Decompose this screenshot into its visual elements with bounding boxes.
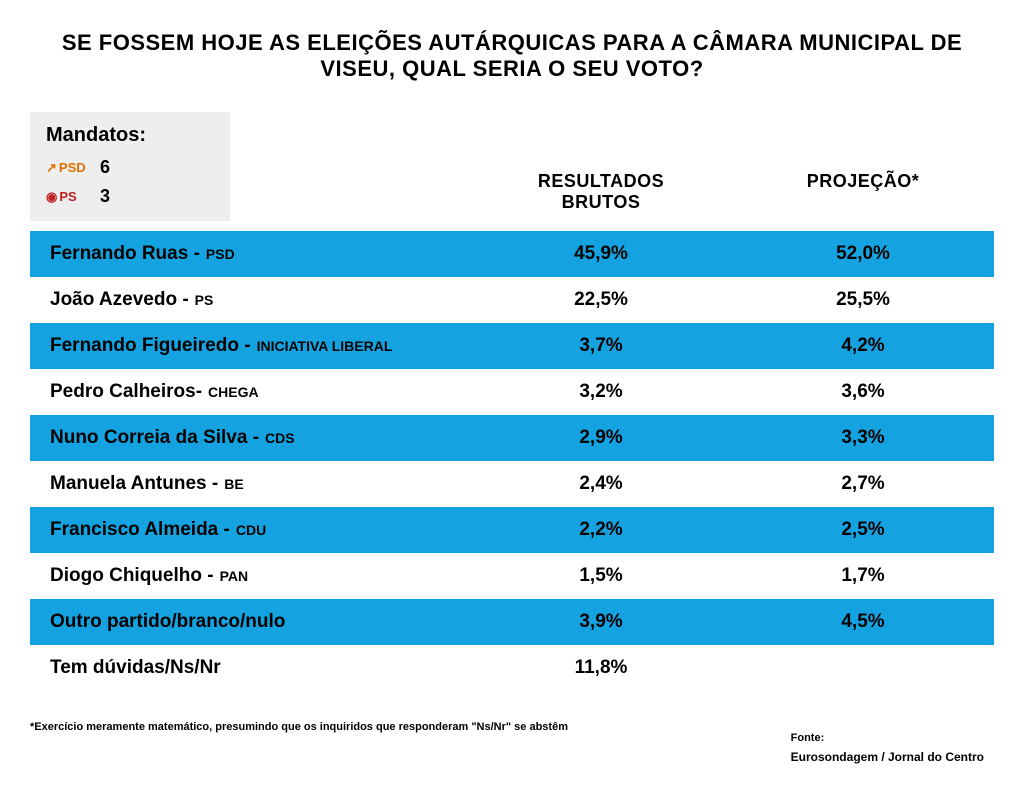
candidate-name: Francisco Almeida - <box>50 519 230 541</box>
candidate-name: Fernando Ruas - <box>50 243 200 265</box>
header-raw-line2: BRUTOS <box>562 192 641 212</box>
candidate-name: Tem dúvidas/Ns/Nr <box>50 657 221 679</box>
candidate-party: BE <box>224 476 243 492</box>
candidate-name: Outro partido/branco/nulo <box>50 611 285 633</box>
raw-value: 2,2% <box>470 519 732 541</box>
table-row: Outro partido/branco/nulo 3,9%4,5% <box>30 599 994 645</box>
raw-value: 3,9% <box>470 611 732 633</box>
raw-value: 22,5% <box>470 289 732 311</box>
proj-value: 4,2% <box>732 335 994 357</box>
candidate-party: INICIATIVA LIBERAL <box>257 338 393 354</box>
proj-value: 1,7% <box>732 565 994 587</box>
candidate-name: Manuela Antunes - <box>50 473 218 495</box>
table-row: Nuno Correia da Silva - CDS2,9%3,3% <box>30 415 994 461</box>
candidate-party: CDS <box>265 430 295 446</box>
proj-value: 2,5% <box>732 519 994 541</box>
table-row: Pedro Calheiros- CHEGA3,2%3,6% <box>30 369 994 415</box>
proj-value: 3,3% <box>732 427 994 449</box>
candidate-party: PS <box>195 292 214 308</box>
candidate-name-cell: Pedro Calheiros- CHEGA <box>30 381 470 403</box>
header-proj: PROJEÇÃO* <box>732 165 994 231</box>
candidate-name: Nuno Correia da Silva - <box>50 427 259 449</box>
table-row: João Azevedo - PS22,5%25,5% <box>30 277 994 323</box>
table-header: RESULTADOS BRUTOS PROJEÇÃO* <box>30 165 994 231</box>
source: Fonte: Eurosondagem / Jornal do Centro <box>791 730 984 767</box>
candidate-name: Diogo Chiquelho - <box>50 565 214 587</box>
table-row: Fernando Figueiredo - INICIATIVA LIBERAL… <box>30 323 994 369</box>
raw-value: 3,7% <box>470 335 732 357</box>
table-row: Manuela Antunes - BE2,4%2,7% <box>30 461 994 507</box>
raw-value: 2,4% <box>470 473 732 495</box>
raw-value: 45,9% <box>470 243 732 265</box>
proj-value: 3,6% <box>732 381 994 403</box>
candidate-party: CHEGA <box>208 384 259 400</box>
candidate-name: João Azevedo - <box>50 289 189 311</box>
raw-value: 2,9% <box>470 427 732 449</box>
candidate-name-cell: Diogo Chiquelho - PAN <box>30 565 470 587</box>
candidate-name: Fernando Figueiredo - <box>50 335 251 357</box>
raw-value: 3,2% <box>470 381 732 403</box>
proj-value: 4,5% <box>732 611 994 633</box>
header-raw: RESULTADOS BRUTOS <box>470 165 732 231</box>
candidate-party: PSD <box>206 246 235 262</box>
candidate-name-cell: Tem dúvidas/Ns/Nr <box>30 657 470 679</box>
source-label: Fonte: <box>791 730 984 748</box>
candidate-name: Pedro Calheiros- <box>50 381 202 403</box>
candidate-name-cell: Fernando Ruas - PSD <box>30 243 470 265</box>
table-row: Francisco Almeida - CDU2,2%2,5% <box>30 507 994 553</box>
candidate-name-cell: João Azevedo - PS <box>30 289 470 311</box>
proj-value: 2,7% <box>732 473 994 495</box>
raw-value: 1,5% <box>470 565 732 587</box>
candidate-name-cell: Outro partido/branco/nulo <box>30 611 470 633</box>
candidate-party: PAN <box>220 568 249 584</box>
page-title: SE FOSSEM HOJE AS ELEIÇÕES AUTÁRQUICAS P… <box>30 30 994 82</box>
header-raw-line1: RESULTADOS <box>538 171 664 191</box>
table-row: Fernando Ruas - PSD45,9%52,0% <box>30 231 994 277</box>
table-row: Diogo Chiquelho - PAN1,5%1,7% <box>30 553 994 599</box>
raw-value: 11,8% <box>470 657 732 679</box>
source-value: Eurosondagem / Jornal do Centro <box>791 748 984 767</box>
proj-value: 25,5% <box>732 289 994 311</box>
proj-value: 52,0% <box>732 243 994 265</box>
table-body: Fernando Ruas - PSD45,9%52,0%João Azeved… <box>30 231 994 691</box>
candidate-name-cell: Nuno Correia da Silva - CDS <box>30 427 470 449</box>
header-spacer <box>30 165 470 231</box>
candidate-name-cell: Manuela Antunes - BE <box>30 473 470 495</box>
candidate-party: CDU <box>236 522 266 538</box>
table-row: Tem dúvidas/Ns/Nr 11,8% <box>30 645 994 691</box>
candidate-name-cell: Fernando Figueiredo - INICIATIVA LIBERAL <box>30 335 470 357</box>
mandatos-label: Mandatos: <box>46 124 214 147</box>
candidate-name-cell: Francisco Almeida - CDU <box>30 519 470 541</box>
